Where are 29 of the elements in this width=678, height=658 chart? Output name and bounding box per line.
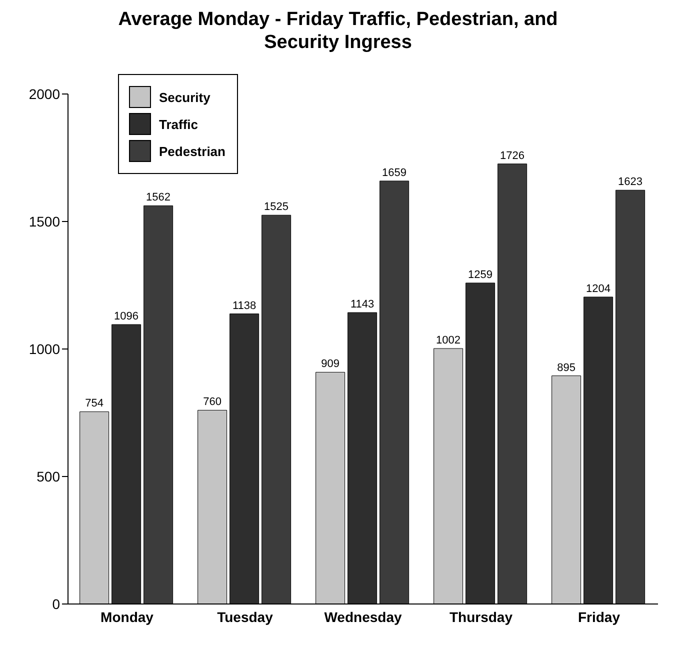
x-tick-label: Thursday [449, 608, 513, 625]
data-label: 1659 [382, 166, 407, 179]
data-label: 1525 [264, 201, 289, 214]
y-tick-label: 2000 [28, 86, 60, 102]
legend-label: Security [158, 88, 212, 107]
data-label: 1138 [232, 300, 256, 312]
data-label: 1562 [146, 192, 171, 204]
data-label: 1623 [618, 176, 643, 188]
data-label: 760 [203, 396, 222, 408]
y-tick-label: 0 [52, 596, 60, 612]
data-label: 1204 [586, 282, 611, 295]
legend-label: Traffic [158, 116, 200, 134]
data-label: 1143 [350, 298, 374, 311]
legend-label: Pedestrian [158, 142, 226, 160]
x-tick-label: Friday [578, 608, 620, 625]
chart-title: Average Monday - Friday Traffic, Pedestrian, and Security Ingress [117, 8, 559, 54]
data-label: 909 [321, 358, 340, 370]
y-tick-label: 500 [36, 468, 60, 484]
x-tick-label: Tuesday [217, 608, 274, 625]
x-tick-label: Monday [100, 608, 154, 625]
y-tick-label: 1000 [28, 340, 60, 357]
data-label: 1096 [114, 310, 139, 323]
data-label: 895 [557, 362, 576, 374]
y-tick-label: 1500 [28, 213, 60, 230]
x-tick-label: Wednesday [324, 608, 402, 625]
data-label: 754 [85, 398, 104, 410]
data-label: 1726 [500, 150, 525, 162]
data-label: 1259 [468, 268, 493, 281]
data-label: 1002 [436, 334, 461, 346]
